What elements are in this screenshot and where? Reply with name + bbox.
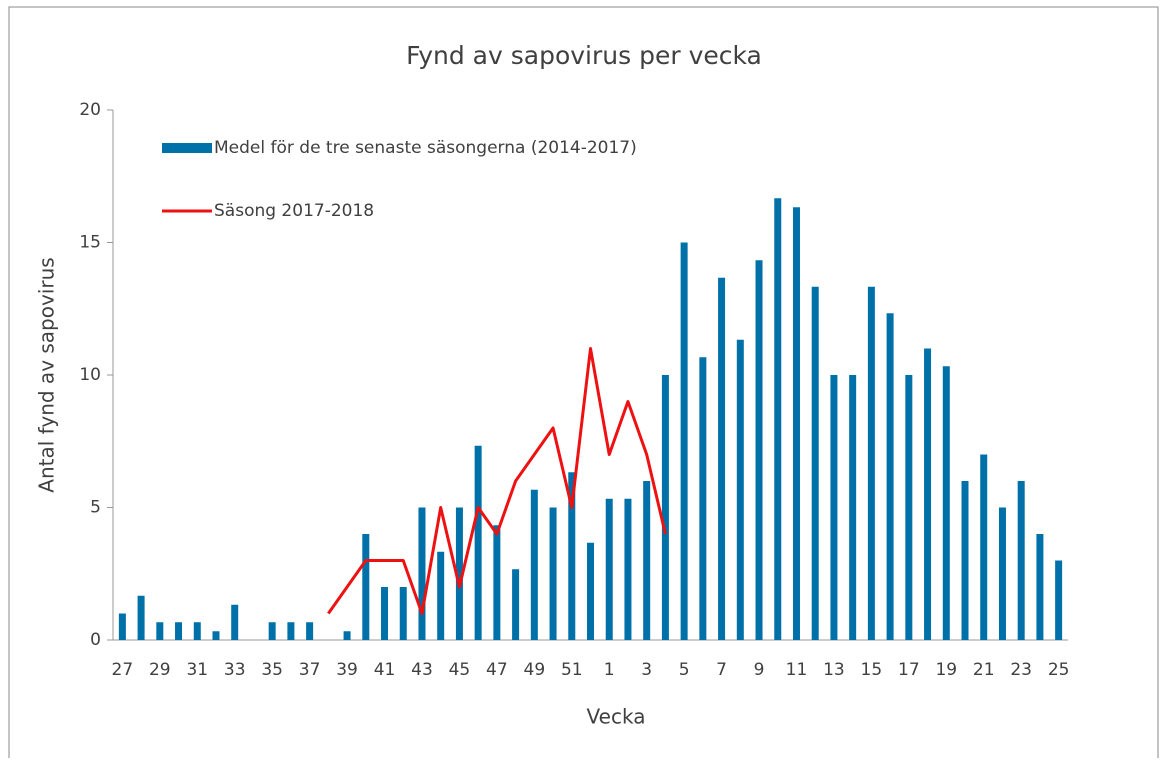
- bar: [1017, 481, 1025, 640]
- bar: [774, 198, 782, 640]
- bar: [455, 507, 463, 640]
- x-tick-label: 51: [561, 660, 583, 680]
- y-tick-label: 0: [90, 630, 101, 650]
- bar: [830, 375, 838, 640]
- bar: [942, 366, 950, 640]
- y-tick-label: 5: [90, 498, 101, 518]
- bar: [437, 551, 445, 640]
- x-tick-label: 29: [149, 660, 171, 680]
- bar: [905, 375, 913, 640]
- bar: [587, 542, 594, 640]
- legend-label: Medel för de tre senaste säsongerna (201…: [214, 138, 637, 158]
- x-tick-label: 43: [411, 660, 433, 680]
- bar: [137, 595, 145, 640]
- bar: [792, 207, 800, 640]
- y-tick-label: 20: [79, 100, 101, 120]
- x-tick-label: 35: [261, 660, 283, 680]
- bar: [212, 631, 220, 640]
- bar: [493, 525, 501, 640]
- bar: [530, 489, 538, 640]
- x-tick-label: 27: [112, 660, 134, 680]
- legend-swatch: [162, 143, 212, 153]
- bar: [718, 277, 726, 640]
- x-tick-label: 5: [679, 660, 690, 680]
- y-tick-label: 15: [79, 233, 101, 253]
- line: [327, 347, 667, 615]
- x-tick-label: 45: [449, 660, 471, 680]
- bar: [680, 242, 688, 640]
- bar: [268, 622, 276, 640]
- x-tick-label: 13: [823, 660, 845, 680]
- bar: [699, 357, 707, 640]
- x-tick-label: 37: [299, 660, 321, 680]
- y-tick-label: 10: [79, 365, 101, 385]
- bar: [381, 587, 389, 640]
- x-tick-label: 21: [973, 660, 995, 680]
- bar: [605, 498, 613, 640]
- bar: [1036, 534, 1044, 640]
- bar: [231, 604, 239, 640]
- x-tick-label: 25: [1048, 660, 1070, 680]
- bar: [343, 631, 351, 640]
- x-tick-label: 33: [224, 660, 246, 680]
- bar: [643, 481, 651, 640]
- bar: [568, 472, 576, 640]
- bar: [418, 507, 426, 640]
- x-tick-label: 15: [861, 660, 883, 680]
- bar: [193, 622, 201, 640]
- bar: [980, 454, 988, 640]
- chart-border: [8, 6, 1159, 762]
- x-tick-label: 3: [641, 660, 652, 680]
- bar: [474, 445, 482, 640]
- x-tick-label: 9: [754, 660, 765, 680]
- x-tick-label: 7: [716, 660, 727, 680]
- bar: [867, 286, 875, 640]
- bar: [624, 498, 632, 640]
- x-tick-label: 1: [604, 660, 615, 680]
- x-tick-label: 31: [186, 660, 208, 680]
- bar: [512, 569, 520, 640]
- x-tick-label: 11: [786, 660, 808, 680]
- x-tick-label: 23: [1010, 660, 1032, 680]
- x-tick-label: 19: [935, 660, 957, 680]
- x-tick-label: 49: [524, 660, 546, 680]
- bar: [306, 622, 314, 640]
- bar: [998, 507, 1006, 640]
- chart-title: Fynd av sapovirus per vecka: [406, 41, 762, 70]
- bar: [156, 622, 164, 640]
- bar: [549, 507, 557, 640]
- bar: [736, 339, 744, 640]
- bar: [118, 613, 126, 640]
- x-tick-label: 41: [374, 660, 396, 680]
- bar: [961, 481, 969, 640]
- bar: [175, 622, 183, 640]
- bar: [399, 587, 407, 640]
- bar: [362, 534, 370, 640]
- bar: [287, 622, 295, 640]
- x-tick-label: 39: [336, 660, 358, 680]
- bar: [1055, 560, 1063, 640]
- y-axis-label: Antal fynd av sapovirus: [35, 257, 59, 492]
- bar: [755, 260, 763, 640]
- x-axis-label: Vecka: [587, 705, 646, 729]
- x-tick-label: 47: [486, 660, 508, 680]
- bar: [849, 375, 857, 640]
- bar: [811, 286, 819, 640]
- legend-label: Säsong 2017-2018: [214, 201, 374, 221]
- bar: [886, 313, 894, 640]
- x-tick-label: 17: [898, 660, 920, 680]
- bar: [924, 348, 932, 640]
- bar: [661, 375, 669, 640]
